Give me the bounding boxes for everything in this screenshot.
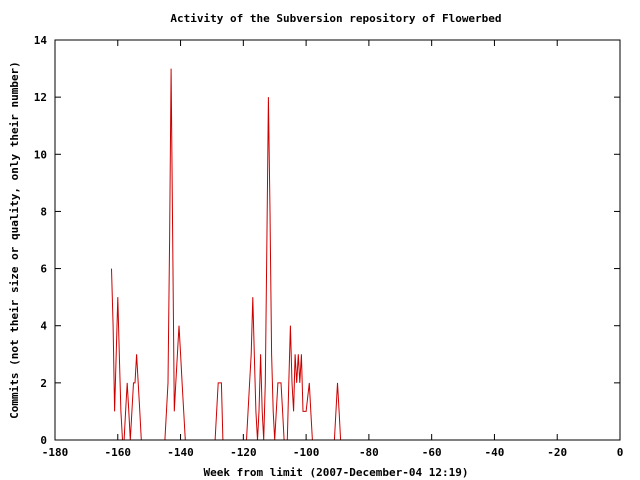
x-tick-label: -140 — [167, 446, 194, 459]
x-tick-label: -20 — [547, 446, 567, 459]
y-tick-label: 2 — [40, 377, 47, 390]
y-tick-label: 14 — [34, 34, 48, 47]
series-layer — [111, 68, 342, 441]
x-tick-label: -160 — [105, 446, 132, 459]
y-tick-label: 8 — [40, 205, 47, 218]
y-tick-label: 10 — [34, 148, 47, 161]
x-axis-label: Week from limit (2007-December-04 12:19) — [204, 466, 469, 479]
y-tick-label: 4 — [40, 320, 47, 333]
y-tick-label: 6 — [40, 263, 47, 276]
x-tick-label: -40 — [485, 446, 505, 459]
x-tick-label: -80 — [359, 446, 379, 459]
y-tick-label: 0 — [40, 434, 47, 447]
series-line — [111, 68, 342, 441]
y-axis-label: Commits (not their size or quality, only… — [8, 61, 21, 419]
chart-title: Activity of the Subversion repository of… — [170, 12, 501, 25]
x-tick-label: -180 — [42, 446, 69, 459]
plot-frame — [54, 39, 621, 441]
x-tick-label: -100 — [293, 446, 320, 459]
x-tick-label: 0 — [617, 446, 624, 459]
y-tick-label: 12 — [34, 91, 47, 104]
x-tick-label: -120 — [230, 446, 257, 459]
x-tick-label: -60 — [422, 446, 442, 459]
axis-ticks: -180 -160 -140 -120 -100 -80 -60 -40 -20 0 0 2 4 6 8 10… — [34, 34, 624, 459]
